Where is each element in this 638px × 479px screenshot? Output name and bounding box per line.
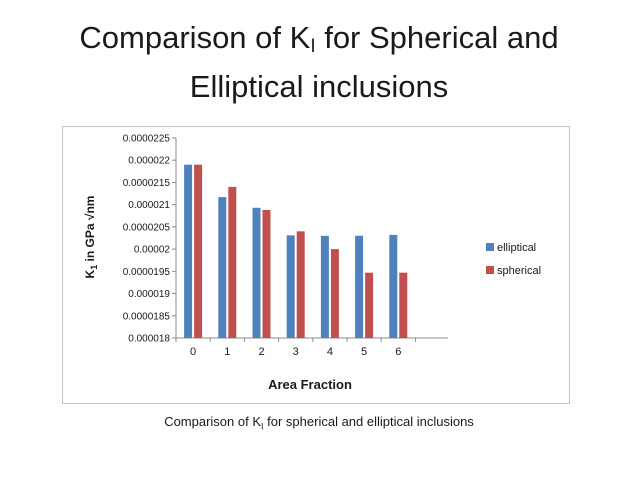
bar-elliptical-6 <box>389 234 398 338</box>
slide-title: Comparison of KI for Spherical and Ellip… <box>0 18 638 107</box>
bar-spherical-0 <box>194 164 203 338</box>
caption-text-pre: Comparison of K <box>164 414 262 429</box>
bar-elliptical-3 <box>286 235 295 338</box>
x-tick-label: 1 <box>224 346 230 358</box>
x-axis-label: Area Fraction <box>268 377 352 392</box>
bar-spherical-3 <box>296 231 305 338</box>
bar-spherical-1 <box>228 186 237 338</box>
bar-spherical-6 <box>399 272 408 338</box>
bar-spherical-5 <box>365 272 374 338</box>
title-subscript: I <box>310 36 316 57</box>
chart-bars <box>184 164 408 338</box>
y-tick-label: 0.000022 <box>128 156 170 167</box>
bar-elliptical-1 <box>218 197 227 338</box>
x-tick-label: 6 <box>395 346 401 358</box>
x-tick-label: 0 <box>190 346 196 358</box>
y-tick-label: 0.000019 <box>128 289 170 300</box>
legend-swatch-elliptical <box>486 243 494 251</box>
bar-elliptical-4 <box>320 235 329 338</box>
bar-chart: 0.000018 0.0000185 0.000019 0.0000195 0.0000… <box>83 134 541 393</box>
chart-legend: elliptical spherical <box>486 242 541 277</box>
bar-elliptical-0 <box>184 164 193 338</box>
bar-spherical-2 <box>262 210 271 338</box>
bar-spherical-4 <box>330 249 339 338</box>
x-tick-label: 3 <box>293 346 299 358</box>
y-tick-label: 0.0000195 <box>123 267 171 278</box>
x-tick-label: 2 <box>258 346 264 358</box>
legend-label-spherical: spherical <box>497 265 541 277</box>
y-tick-label: 0.0000225 <box>123 134 171 145</box>
figure-caption: Comparison of KI for spherical and ellip… <box>0 414 638 432</box>
y-tick-label: 0.00002 <box>134 245 171 256</box>
title-text-post: for Spherical and <box>315 20 559 55</box>
x-tick-label: 5 <box>361 346 367 358</box>
y-tick-label: 0.0000215 <box>123 178 171 189</box>
title-text-pre: Comparison of K <box>79 20 311 55</box>
bar-elliptical-2 <box>252 207 261 338</box>
y-tick-label: 0.0000185 <box>123 311 171 322</box>
caption-subscript: I <box>261 421 264 432</box>
y-tick-label: 0.000021 <box>128 200 170 211</box>
y-axis-label-rest: in GPa √nm <box>83 196 97 265</box>
bar-elliptical-5 <box>355 235 364 338</box>
y-tick-label: 0.0000205 <box>123 222 171 233</box>
y-tick-labels: 0.000018 0.0000185 0.000019 0.0000195 0.0000… <box>123 134 171 345</box>
y-axis-label: K1 in GPa √nm <box>83 196 99 279</box>
slide-title-line-1: Comparison of KI for Spherical and <box>0 18 638 67</box>
y-axis-label-main: K <box>83 269 97 278</box>
chart-frame: 0.000018 0.0000185 0.000019 0.0000195 0.0000… <box>62 126 570 404</box>
slide-title-line-2: Elliptical inclusions <box>189 69 449 104</box>
legend-swatch-spherical <box>486 266 494 274</box>
y-tick-label: 0.000018 <box>128 334 170 345</box>
y-axis-label-sub: 1 <box>89 265 99 270</box>
x-tick-labels: 0 1 2 3 4 5 6 <box>190 346 401 358</box>
caption-text-post: for spherical and elliptical inclusions <box>263 414 474 429</box>
x-tick-label: 4 <box>327 346 333 358</box>
legend-label-elliptical: elliptical <box>497 242 536 254</box>
